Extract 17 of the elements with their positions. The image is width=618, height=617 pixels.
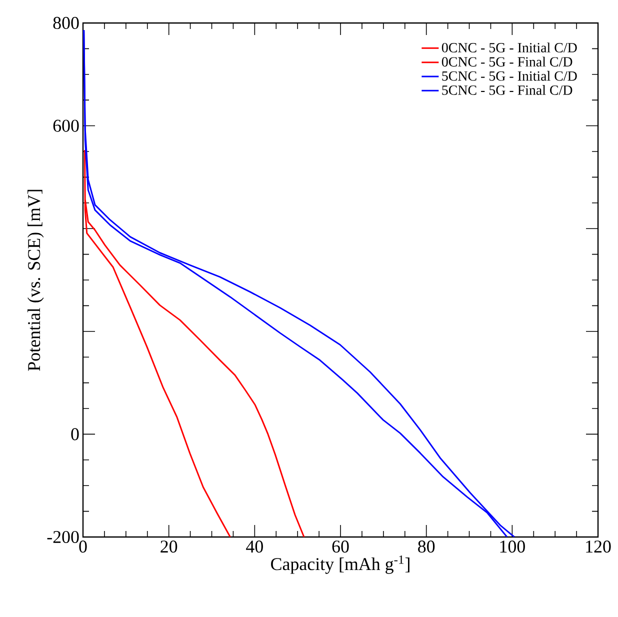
x-tick-label: 60 <box>332 540 349 553</box>
x-tick-label: 40 <box>246 540 263 553</box>
x-tick-label: 80 <box>418 540 435 553</box>
y-tick-label: -200 <box>47 530 79 544</box>
x-tick-label: 20 <box>160 540 178 553</box>
legend-label: 0CNC - 5G - Final C/D <box>442 56 572 67</box>
legend-label: 0CNC - 5G - Initial C/D <box>442 42 577 52</box>
y-tick-label: 0 <box>71 428 79 440</box>
legend-label: 5CNC - 5G - Final C/D <box>442 85 572 95</box>
y-tick-label: 800 <box>53 16 79 30</box>
x-tick-label: 100 <box>500 540 525 553</box>
y-axis-title: Potential (vs. SCE) [mV] <box>28 190 44 371</box>
x-tick-label: 0 <box>79 540 87 553</box>
y-tick-label: 600 <box>53 120 79 132</box>
x-tick-label: 120 <box>586 540 611 553</box>
x-axis-title: Capacity [mAh g$^{-1}$] <box>271 555 410 574</box>
legend-label: 5CNC - 5G - Initial C/D <box>442 70 577 81</box>
